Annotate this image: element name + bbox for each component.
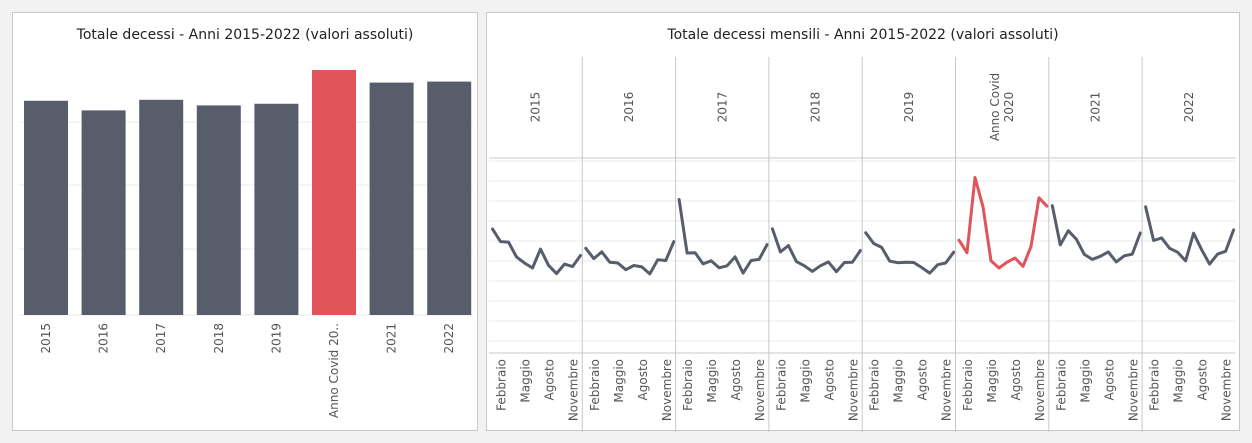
month-tick-label: Maggio xyxy=(612,359,626,403)
month-tick-label: Novembre xyxy=(1033,359,1047,421)
month-tick-label: Agosto xyxy=(1102,359,1116,400)
panel-year-label: 2019 xyxy=(902,92,916,123)
series-line-5[interactable] xyxy=(957,176,1049,270)
panel-year-label: 2021 xyxy=(1088,92,1102,123)
series-line-7[interactable] xyxy=(1144,205,1236,266)
bar-2018[interactable] xyxy=(196,105,241,315)
bar-category-label: Anno Covid 20.. xyxy=(327,323,341,418)
month-tick-label: Maggio xyxy=(985,359,999,403)
bar-chart-title: Totale decessi - Anni 2015-2022 (valori … xyxy=(76,27,414,43)
bar-category-label: 2015 xyxy=(39,323,53,354)
series-line-2[interactable] xyxy=(677,198,769,275)
month-tick-label: Novembre xyxy=(660,359,674,421)
month-tick-label: Maggio xyxy=(892,359,906,403)
bar-2019[interactable] xyxy=(254,103,299,316)
panel-year-label: 2018 xyxy=(809,92,823,123)
bar-category-label: 2017 xyxy=(154,323,168,354)
series-line-1[interactable] xyxy=(584,240,676,276)
month-tick-label: Novembre xyxy=(567,359,581,421)
month-tick-label: Novembre xyxy=(753,359,767,421)
series-line-0[interactable] xyxy=(491,227,582,276)
month-tick-label: Novembre xyxy=(1126,359,1140,421)
month-tick-label: Febbraio xyxy=(681,359,695,411)
total-deaths-bar-chart-panel: Totale decessi - Anni 2015-2022 (valori … xyxy=(12,12,478,431)
monthly-deaths-line-chart-panel: Totale decessi mensili - Anni 2015-2022 … xyxy=(486,12,1240,432)
bar-category-label: 2018 xyxy=(212,323,226,354)
bar-2021[interactable] xyxy=(369,82,414,315)
month-tick-label: Febbraio xyxy=(961,359,975,411)
series-line-4[interactable] xyxy=(864,231,956,275)
month-tick-label: Agosto xyxy=(822,359,836,400)
month-tick-label: Agosto xyxy=(916,359,930,400)
month-tick-label: Febbraio xyxy=(588,359,602,411)
bar-2022[interactable] xyxy=(427,81,472,316)
panel-year-label: 2022 xyxy=(1182,92,1196,123)
panel-year-label: 2020 xyxy=(1002,92,1016,123)
line-chart-plot: 2015 Febbraio Maggio Agosto Novembre 2016 Febb… xyxy=(489,57,1236,432)
series-line-3[interactable] xyxy=(770,227,862,274)
bar-category-label: 2016 xyxy=(97,323,111,354)
month-tick-label: Agosto xyxy=(1196,359,1210,400)
month-tick-label: Maggio xyxy=(798,359,812,403)
panel-year-label: 2017 xyxy=(715,92,729,123)
month-tick-label: Febbraio xyxy=(495,359,509,411)
month-tick-label: Agosto xyxy=(729,359,743,400)
month-tick-label: Febbraio xyxy=(1054,359,1068,411)
month-tick-label: Febbraio xyxy=(868,359,882,411)
bar-anno-covid-20-[interactable] xyxy=(312,70,356,315)
month-tick-label: Agosto xyxy=(636,359,650,400)
bar-2017[interactable] xyxy=(139,99,184,315)
bar-category-label: 2021 xyxy=(385,323,399,354)
month-tick-label: Maggio xyxy=(1078,359,1092,403)
month-tick-label: Novembre xyxy=(846,359,860,421)
series-line-6[interactable] xyxy=(1050,204,1142,264)
bar-chart-plot: 2015 2016 2017 2018 2019 Anno Covid 20.. 2021 2… xyxy=(19,70,473,418)
month-tick-label: Febbraio xyxy=(774,359,788,411)
month-tick-label: Novembre xyxy=(940,359,954,421)
month-tick-label: Novembre xyxy=(1220,359,1234,421)
bar-2016[interactable] xyxy=(81,110,126,315)
month-tick-label: Maggio xyxy=(1172,359,1186,403)
line-chart-title: Totale decessi mensili - Anni 2015-2022 … xyxy=(667,27,1059,43)
month-tick-label: Maggio xyxy=(519,359,533,403)
bar-category-label: 2019 xyxy=(269,323,283,354)
month-tick-label: Maggio xyxy=(705,359,719,403)
month-tick-label: Agosto xyxy=(1009,359,1023,400)
month-tick-label: Agosto xyxy=(543,359,557,400)
panel-year-label: 2016 xyxy=(622,92,636,123)
panel-year-label: 2015 xyxy=(529,92,543,123)
bar-category-label: 2022 xyxy=(442,323,456,354)
panel-year-label: Anno Covid xyxy=(988,73,1002,141)
bar-2015[interactable] xyxy=(24,100,68,315)
month-tick-label: Febbraio xyxy=(1148,359,1162,411)
